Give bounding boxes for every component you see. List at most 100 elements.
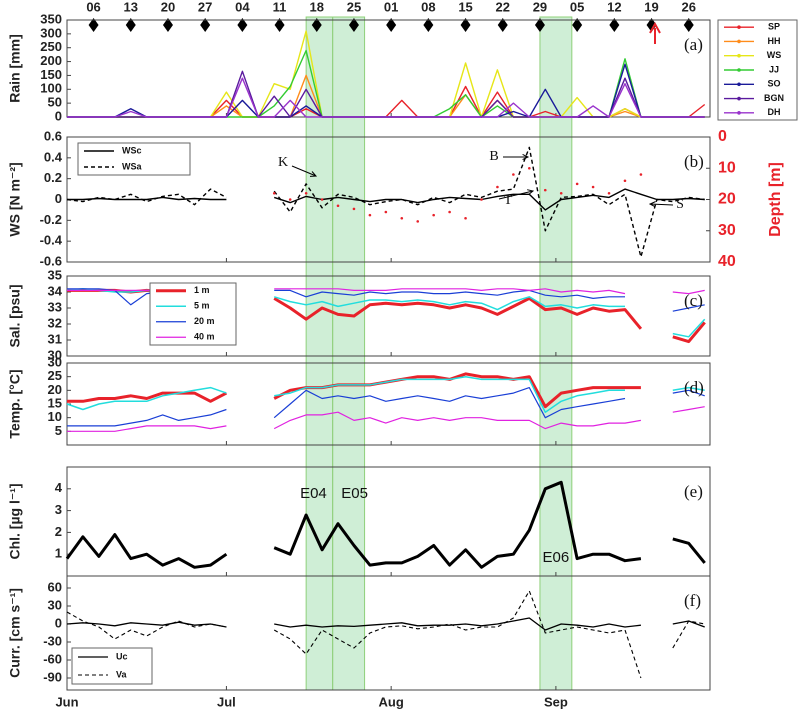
annotation-arrow <box>503 153 530 161</box>
panel-label: (f) <box>684 591 701 610</box>
legend-label: WSa <box>122 161 142 171</box>
y-tick-label: 2 <box>55 524 62 539</box>
top-tick-label: 26 <box>682 0 696 14</box>
legend-box <box>77 142 191 176</box>
series-line <box>67 406 705 432</box>
y-tick-label: 60 <box>48 579 62 594</box>
legend-label: SO <box>767 79 780 89</box>
y-axis-label: WS [N m⁻²] <box>7 162 23 236</box>
top-tick-label: 20 <box>161 0 175 14</box>
top-tick-label: 13 <box>124 0 138 14</box>
y-tick-label: 150 <box>40 67 62 82</box>
y-tick-label: 0 <box>55 191 62 206</box>
top-tick-diamond <box>609 18 620 32</box>
panel-label: (d) <box>684 378 704 397</box>
series-line <box>67 70 705 118</box>
y-tick-label: 15 <box>48 395 62 410</box>
y-axis-label: Rain [mm] <box>7 34 23 102</box>
y-tick-label: 35 <box>48 267 62 282</box>
depth-point <box>448 210 451 214</box>
legend-label: Va <box>116 669 128 679</box>
legend-box <box>149 282 237 346</box>
top-tick-diamond <box>572 18 583 32</box>
top-tick-diamond <box>460 18 471 32</box>
depth-point <box>480 198 483 201</box>
top-tick-diamond <box>423 18 434 32</box>
top-tick-diamond <box>88 18 99 32</box>
y-tick-label: 20 <box>48 382 62 397</box>
panel-frame <box>66 466 711 577</box>
panel-frame <box>66 362 711 446</box>
legend-label: HH <box>768 36 781 46</box>
y2-tick-label: 10 <box>718 159 736 176</box>
legend-label: WSc <box>122 145 142 155</box>
depth-point <box>623 179 627 183</box>
depth-point <box>272 191 276 195</box>
top-tick-label: 12 <box>607 0 621 14</box>
depth-point <box>575 182 579 186</box>
y-tick-label: 0.4 <box>44 149 63 164</box>
top-tick-diamond <box>534 18 545 32</box>
top-tick-label: 04 <box>235 0 250 14</box>
annotation: K <box>278 155 288 170</box>
y-tick-label: -30 <box>43 633 62 648</box>
legend-label: Uc <box>116 651 128 661</box>
panel-label: (b) <box>684 152 704 171</box>
y-tick-label: 30 <box>48 347 62 362</box>
y-tick-label: -0.6 <box>40 253 62 268</box>
depth-point <box>607 191 611 195</box>
y-tick-label: 5 <box>55 423 62 438</box>
y-tick-label: 350 <box>40 11 62 26</box>
top-tick-label: 01 <box>384 0 398 14</box>
top-tick-diamond <box>683 18 694 32</box>
event-label: E06 <box>543 549 570 566</box>
top-tick-diamond <box>237 18 248 32</box>
y-tick-label: 25 <box>48 368 62 383</box>
event-band <box>305 16 334 691</box>
legend-label: DH <box>768 107 781 117</box>
series-line <box>66 146 705 258</box>
depth-point <box>352 207 356 211</box>
y-tick-label: 0.6 <box>44 128 62 143</box>
series-line <box>65 480 706 569</box>
panel-label: (a) <box>684 35 703 54</box>
y-tick-label: 32 <box>48 315 62 330</box>
depth-point <box>304 191 308 195</box>
event-band <box>332 16 366 691</box>
series-line <box>67 77 705 118</box>
top-tick-label: 06 <box>86 0 100 14</box>
top-tick-diamond <box>311 18 322 32</box>
y-tick-label: 250 <box>40 39 62 54</box>
series-line <box>67 49 705 118</box>
y-tick-label: 1 <box>55 546 62 561</box>
top-tick-diamond <box>162 18 173 32</box>
series-line <box>67 30 705 118</box>
y-tick-label: 50 <box>48 95 62 110</box>
depth-point <box>512 173 515 176</box>
panel-label: (c) <box>684 291 703 310</box>
depth-point <box>639 173 643 176</box>
annotation: S <box>676 197 684 212</box>
y-tick-label: 100 <box>40 81 62 96</box>
depth-point <box>320 198 324 201</box>
top-tick-diamond <box>386 18 397 32</box>
y-axis-label: Temp. [°C] <box>7 369 23 438</box>
depth-point <box>400 216 404 220</box>
x-tick-label: Jun <box>55 694 78 709</box>
y-tick-label: 0 <box>55 108 62 123</box>
event-label: E05 <box>341 485 368 502</box>
top-tick-diamond <box>200 18 211 32</box>
y-tick-label: 30 <box>48 354 62 369</box>
series-line <box>67 85 706 118</box>
y-tick-label: 30 <box>48 597 62 612</box>
legend-label: BGN <box>764 93 784 103</box>
legend-label: 20 m <box>194 316 215 326</box>
annotation-arrow <box>291 165 318 177</box>
top-tick-label: 25 <box>347 0 361 14</box>
annotation: B <box>489 149 498 164</box>
legend-marker <box>737 25 741 29</box>
annotation-arrow <box>648 201 674 208</box>
annotation-arrow <box>498 189 535 200</box>
depth-point <box>591 185 595 189</box>
